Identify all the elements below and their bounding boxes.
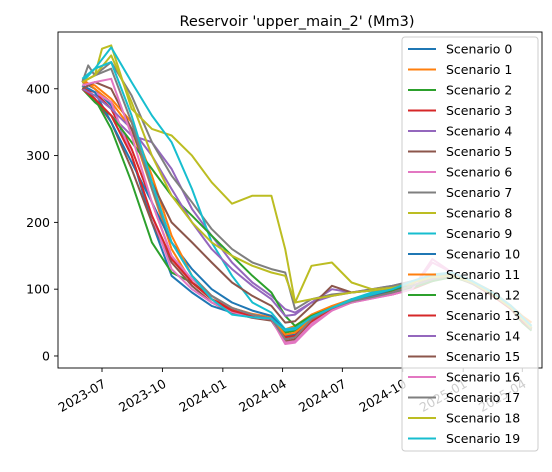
legend-label: Scenario 13 bbox=[446, 308, 520, 323]
legend-label: Scenario 4 bbox=[446, 124, 512, 139]
y-tick-label: 100 bbox=[26, 282, 50, 297]
legend-label: Scenario 9 bbox=[446, 226, 512, 241]
legend-label: Scenario 10 bbox=[446, 247, 520, 262]
legend-label: Scenario 18 bbox=[446, 411, 520, 426]
x-tick-label: 2023-07 bbox=[56, 376, 109, 415]
legend-label: Scenario 5 bbox=[446, 144, 512, 159]
legend-label: Scenario 7 bbox=[446, 185, 512, 200]
legend-label: Scenario 1 bbox=[446, 62, 512, 77]
y-tick-label: 200 bbox=[26, 215, 50, 230]
legend-label: Scenario 16 bbox=[446, 370, 520, 385]
legend-label: Scenario 8 bbox=[446, 206, 512, 221]
legend-label: Scenario 11 bbox=[446, 267, 520, 282]
legend-label: Scenario 19 bbox=[446, 431, 520, 446]
x-tick-label: 2024-10 bbox=[356, 376, 409, 415]
legend-box bbox=[401, 36, 539, 452]
legend-label: Scenario 2 bbox=[446, 83, 512, 98]
x-tick-label: 2024-04 bbox=[236, 376, 289, 415]
plot-frame bbox=[57, 31, 543, 369]
y-axis: 0 100 200 300 400 bbox=[26, 81, 58, 363]
x-tick-label: 2024-01 bbox=[176, 376, 229, 415]
y-tick-label: 400 bbox=[26, 81, 50, 96]
y-tick-label: 0 bbox=[42, 348, 50, 363]
legend-label: Scenario 17 bbox=[446, 390, 520, 405]
legend-label: Scenario 15 bbox=[446, 349, 520, 364]
legend: Scenario 0 Scenario 1 Scenario 2 Scenario 3… bbox=[401, 36, 539, 452]
legend-label: Scenario 12 bbox=[446, 288, 520, 303]
legend-label: Scenario 3 bbox=[446, 103, 512, 118]
legend-label: Scenario 0 bbox=[446, 42, 512, 57]
legend-label: Scenario 6 bbox=[446, 165, 512, 180]
chart-title: Reservoir 'upper_main_2' (Mm3) bbox=[179, 14, 414, 30]
x-tick-label: 2023-10 bbox=[116, 376, 169, 415]
y-tick-label: 300 bbox=[26, 148, 50, 163]
legend-label: Scenario 14 bbox=[446, 329, 520, 344]
x-tick-label: 2024-07 bbox=[296, 376, 349, 415]
